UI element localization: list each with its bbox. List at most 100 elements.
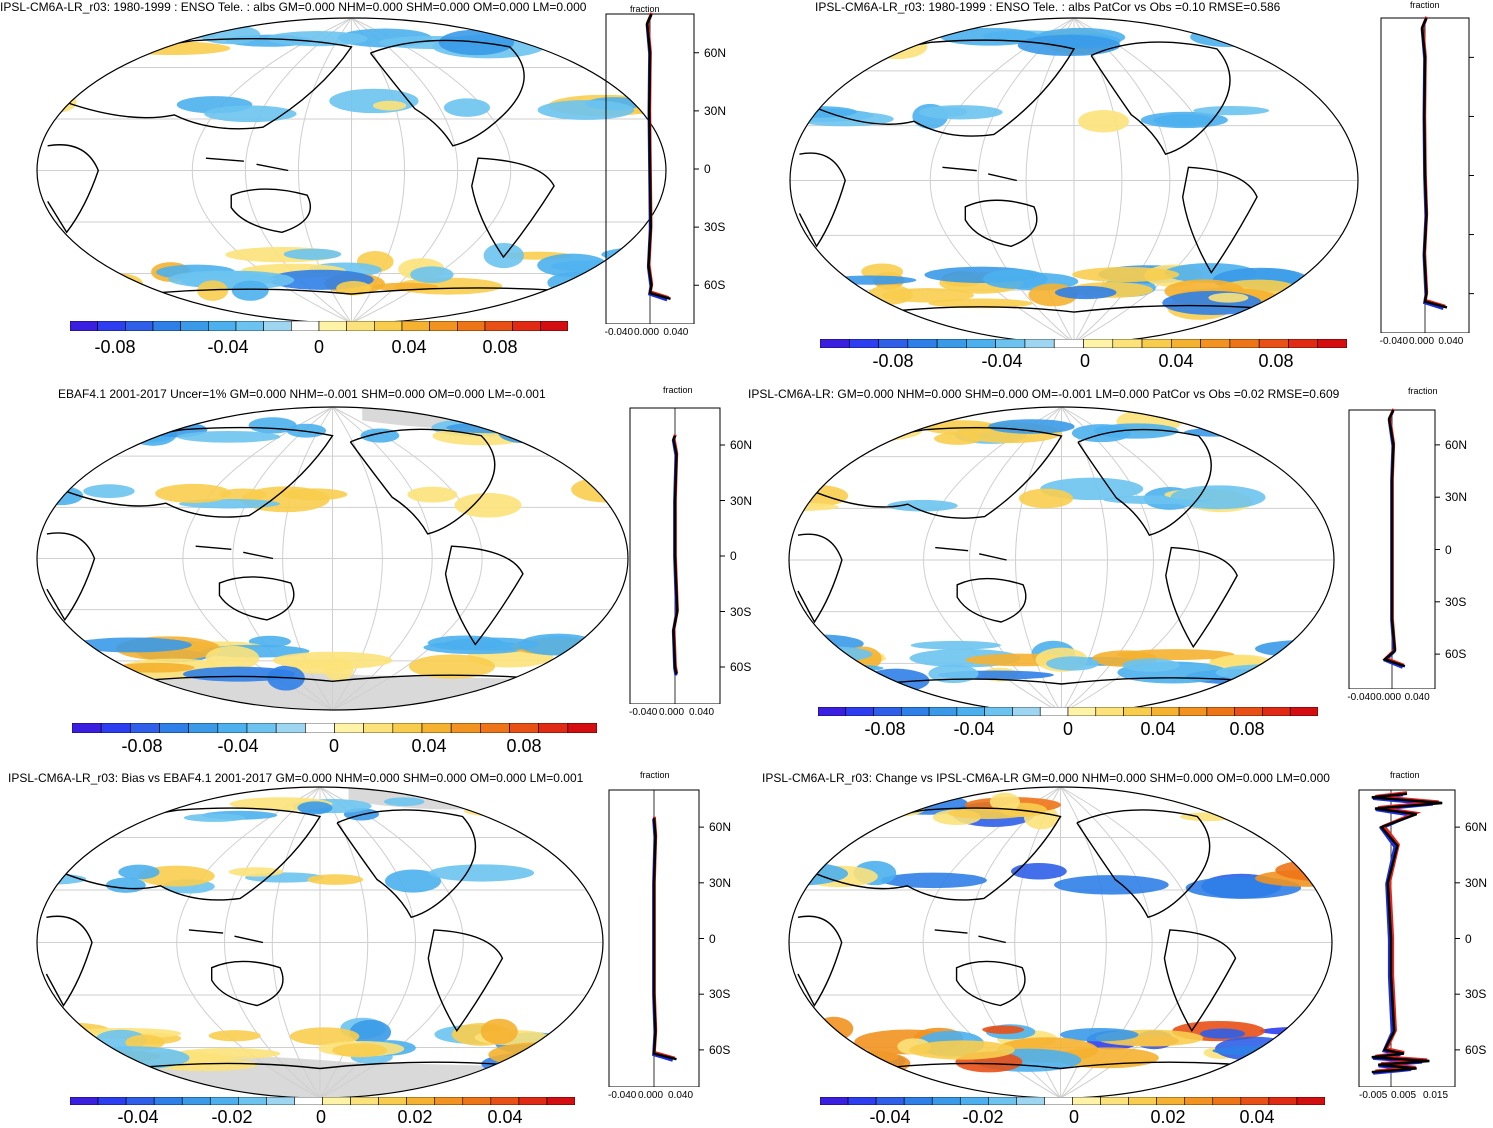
colorbar-tick-label: 0 (1068, 1107, 1080, 1127)
colorbar-tick-label: 0.08 (506, 736, 542, 756)
anomaly-patch (60, 666, 115, 678)
colorbar-swatch (1289, 707, 1318, 716)
colorbar-tick-label: -0.04 (869, 1107, 911, 1127)
anomaly-patch (155, 483, 232, 504)
anomaly-patch (1252, 33, 1288, 49)
colorbar-tick-label: 0 (1079, 351, 1091, 371)
colorbar-swatch (294, 1097, 323, 1105)
panel-title: IPSL-CM6A-LR_r03: Bias vs EBAF4.1 2001-2… (8, 771, 584, 785)
colorbar-swatch (159, 723, 189, 733)
anomaly-patch (551, 668, 628, 686)
colorbar-swatch (217, 723, 248, 733)
colorbar (820, 339, 1347, 348)
anomaly-patch (1018, 488, 1074, 509)
anomaly-patch (37, 648, 80, 672)
zonal-xtick-label: 0.000 (1409, 336, 1435, 347)
anomaly-patch (281, 488, 348, 501)
anomaly-patch (789, 803, 853, 820)
anomaly-patch (1215, 664, 1327, 682)
colorbar-swatch (1268, 1097, 1298, 1105)
colorbar-swatch (1262, 707, 1291, 716)
colorbar-swatch (845, 707, 874, 716)
anomaly-patch (37, 804, 109, 821)
zonal-lat-label: 30N (1445, 490, 1468, 505)
zonal-xtick-label: 0.000 (638, 1090, 664, 1101)
anomaly-patch (37, 640, 78, 667)
zonal-line-obs (1383, 408, 1405, 667)
zonal-xtick-label: 0.000 (1376, 692, 1402, 703)
anomaly-patch (1153, 114, 1215, 127)
colorbar-swatch (848, 339, 879, 348)
anomaly-patch (385, 869, 442, 893)
colorbar-tick-label: -0.02 (962, 1107, 1004, 1127)
colorbar-swatch (238, 1097, 267, 1105)
colorbar-swatch (875, 1097, 905, 1105)
zonal-xtick-label: 0.040 (1438, 336, 1464, 347)
colorbar-swatch (907, 339, 938, 348)
anomaly-patch (1227, 415, 1291, 426)
colorbar-swatch (97, 1097, 127, 1105)
world-map (789, 17, 1359, 344)
colorbar-swatch (235, 321, 264, 331)
colorbar-swatch (1072, 1097, 1101, 1105)
anomaly-patch (513, 1048, 603, 1068)
colorbar-tick-label: 0.02 (1150, 1107, 1186, 1127)
colorbar-tick-label: 0.02 (397, 1107, 433, 1127)
anomaly-patch (407, 486, 458, 503)
colorbar-swatch (406, 1097, 436, 1105)
colorbar-swatch (1288, 339, 1319, 348)
colorbar-swatch (540, 321, 568, 331)
colorbar-swatch (305, 723, 335, 733)
zonal-lat-label: 60N (1465, 820, 1488, 835)
zonal-lat-label: 30S (704, 220, 726, 235)
colorbar-swatch (180, 321, 209, 331)
zonal-xtick-label: -0.040 (604, 327, 634, 338)
anomaly-patch (564, 795, 603, 822)
anomaly-patch (540, 668, 628, 685)
anomaly-patch (1208, 292, 1249, 303)
anomaly-patch (336, 281, 372, 296)
colorbar-swatch (546, 1097, 575, 1105)
colorbar-swatch (966, 339, 996, 348)
anomaly-patch (128, 25, 162, 52)
zonal-mean-plot (605, 12, 699, 324)
anomaly-patch (488, 1042, 593, 1068)
anomaly-patch (789, 413, 847, 433)
colorbar-swatch (1206, 707, 1235, 716)
colorbar-swatch (1083, 339, 1114, 348)
colorbar-swatch (936, 339, 967, 348)
zonal-xtick-label: 0.040 (663, 327, 689, 338)
colorbar-swatch (1184, 1097, 1214, 1105)
zonal-xtick-label: -0.040 (1347, 692, 1376, 703)
colorbar-swatch (1212, 1097, 1242, 1105)
anomaly-patch (840, 433, 874, 442)
colorbar-swatch (429, 321, 458, 331)
colorbar-swatch (847, 1097, 877, 1105)
colorbar-swatch (322, 1097, 351, 1105)
anomaly-patch (266, 31, 368, 47)
anomaly-patch (463, 804, 575, 818)
colorbar-swatch (1039, 707, 1069, 716)
colorbar-swatch (1100, 1097, 1129, 1105)
zonal-lat-label: 30N (1465, 875, 1488, 890)
colorbar-tick-label: 0.08 (1229, 719, 1265, 739)
colorbar-swatch (275, 723, 306, 733)
colorbar-swatch (931, 1097, 961, 1105)
anomaly-patch (947, 807, 1029, 819)
colorbar-swatch (318, 321, 347, 331)
anomaly-patch (208, 1030, 261, 1042)
anomaly-patch (910, 640, 1002, 650)
colorbar-swatch (1044, 1097, 1073, 1105)
anomaly-patch (248, 635, 291, 648)
world-map (36, 17, 667, 324)
zonal-mean-plot (1380, 16, 1474, 333)
colorbar-swatch (959, 1097, 989, 1105)
anomaly-patch (560, 649, 628, 659)
anomaly-patch (1310, 1032, 1332, 1052)
zonal-xtick-label: -0.040 (608, 1090, 637, 1101)
anomaly-patch (57, 807, 136, 830)
panel-title: IPSL-CM6A-LR_r03: 1980-1999 : ENSO Tele.… (0, 0, 587, 14)
colorbar-tick-label: -0.08 (872, 351, 914, 371)
colorbar-swatch (509, 723, 539, 733)
anomaly-patch (116, 662, 195, 673)
